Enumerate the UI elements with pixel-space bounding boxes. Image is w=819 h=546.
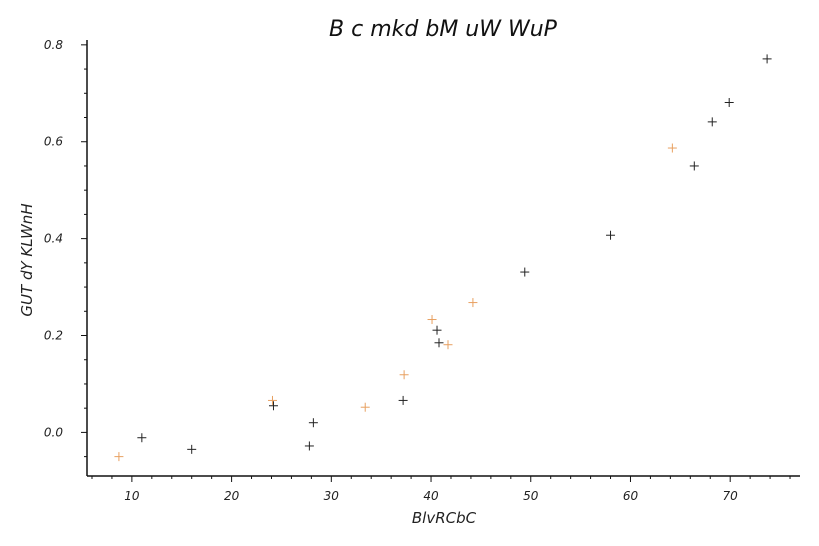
x-tick-label: 30 bbox=[324, 489, 340, 503]
y-tick-label: 0.8 bbox=[44, 38, 63, 52]
y-tick-label: 0.2 bbox=[44, 329, 63, 343]
data-point bbox=[667, 143, 677, 153]
x-tick-label: 10 bbox=[124, 489, 140, 503]
x-tick-label: 20 bbox=[224, 489, 240, 503]
data-point bbox=[308, 418, 318, 428]
data-point bbox=[137, 433, 147, 443]
data-point bbox=[360, 402, 370, 412]
x-axis-label: BlvRCbC bbox=[412, 509, 477, 527]
plot-area bbox=[114, 54, 772, 462]
x-tick-label: 40 bbox=[423, 489, 439, 503]
data-point bbox=[399, 370, 409, 380]
data-point bbox=[434, 338, 444, 348]
axes: 10 20 30 40 50 60 70 0.0 0.2 0.4 0.6 0.8 bbox=[44, 38, 800, 503]
data-point bbox=[762, 54, 772, 64]
x-tick-label: 70 bbox=[723, 489, 739, 503]
data-point bbox=[427, 315, 437, 325]
data-point bbox=[689, 161, 699, 171]
x-tick-label: 50 bbox=[523, 489, 539, 503]
data-point bbox=[520, 267, 530, 277]
data-point bbox=[114, 452, 124, 462]
data-point bbox=[606, 230, 616, 240]
data-point bbox=[268, 401, 278, 411]
data-point bbox=[443, 340, 453, 350]
data-point bbox=[432, 325, 442, 335]
x-tick-label: 60 bbox=[623, 489, 639, 503]
y-tick-label: 0.6 bbox=[44, 135, 63, 149]
data-point bbox=[304, 441, 314, 451]
data-point bbox=[468, 298, 478, 308]
data-point bbox=[187, 444, 197, 454]
chart-title: B c mkd bM uW WuP bbox=[329, 17, 558, 42]
data-point bbox=[398, 395, 408, 405]
y-tick-label: 0.0 bbox=[44, 425, 63, 439]
y-axis-label: GUT dY KLWnH bbox=[18, 203, 36, 316]
data-point bbox=[267, 395, 277, 405]
y-tick-label: 0.4 bbox=[44, 232, 63, 246]
data-point bbox=[707, 117, 717, 127]
data-point bbox=[724, 97, 734, 107]
